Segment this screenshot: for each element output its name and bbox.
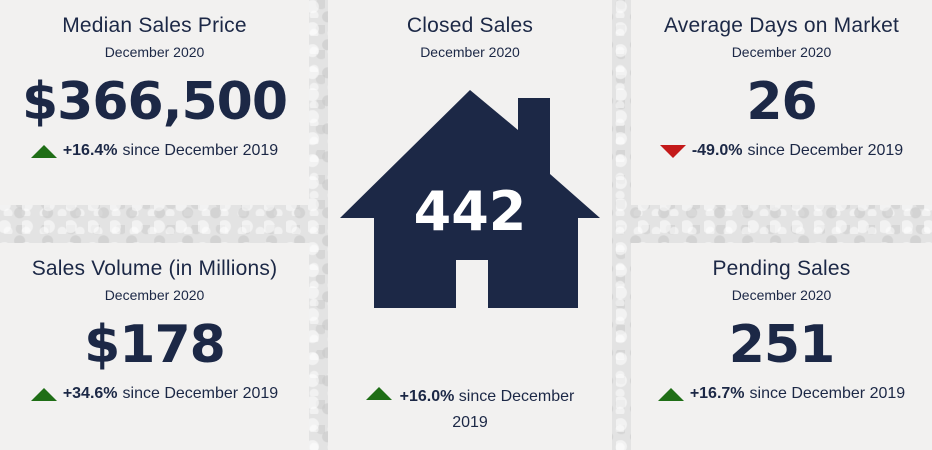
change-percent: -49.0% — [691, 142, 743, 159]
card-period: December 2020 — [104, 44, 205, 60]
sales-volume-card: Sales Volume (in Millions) December 2020… — [0, 243, 309, 450]
card-change: +16.4% since December 2019 — [0, 140, 309, 162]
triangle-down-icon — [659, 144, 686, 158]
change-text: since December 2019 — [122, 142, 279, 159]
card-change: +16.0% since December 2019 — [348, 384, 592, 436]
card-title: Closed Sales — [406, 14, 534, 37]
change-percent: +16.4% — [62, 142, 118, 159]
card-period: December 2020 — [731, 44, 832, 60]
triangle-up-icon — [30, 387, 57, 401]
triangle-up-icon — [30, 144, 57, 158]
card-value: 251 — [728, 315, 836, 375]
card-period: December 2020 — [420, 44, 520, 60]
card-title: Median Sales Price — [62, 14, 247, 37]
card-change: -49.0% since December 2019 — [631, 140, 932, 162]
card-period: December 2020 — [731, 287, 832, 303]
card-title: Average Days on Market — [663, 14, 900, 37]
pending-sales-card: Pending Sales December 2020 251 +16.7% s… — [631, 243, 932, 450]
change-percent: +34.6% — [62, 385, 118, 402]
card-value: 26 — [746, 72, 817, 132]
change-text: since December 2019 — [452, 388, 575, 431]
change-text: since December 2019 — [747, 142, 904, 159]
card-title: Pending Sales — [712, 257, 851, 280]
card-value: $178 — [84, 315, 226, 375]
triangle-up-icon — [657, 387, 684, 401]
change-percent: +16.7% — [689, 385, 745, 402]
change-text: since December 2019 — [122, 385, 279, 402]
card-period: December 2020 — [104, 287, 205, 303]
closed-sales-card: Closed Sales December 2020 442 +16.0% si… — [328, 0, 612, 450]
change-text: since December 2019 — [749, 385, 906, 402]
card-change: +16.7% since December 2019 — [631, 383, 932, 405]
card-title: Sales Volume (in Millions) — [31, 257, 278, 280]
card-value: 442 — [413, 180, 527, 243]
change-percent: +16.0% — [399, 388, 455, 405]
median-sales-price-card: Median Sales Price December 2020 $366,50… — [0, 0, 309, 205]
triangle-up-icon — [365, 387, 392, 400]
house-icon — [340, 90, 600, 308]
card-change: +34.6% since December 2019 — [0, 383, 309, 405]
avg-days-on-market-card: Average Days on Market December 2020 26 … — [631, 0, 932, 205]
card-value: $366,500 — [21, 72, 288, 132]
